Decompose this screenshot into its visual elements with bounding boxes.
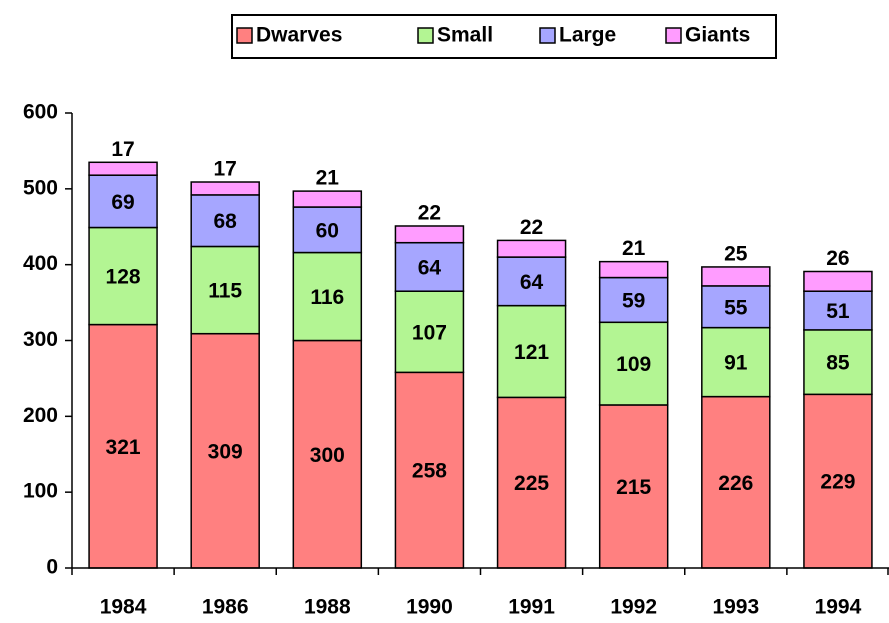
y-tick-label: 600 bbox=[23, 101, 58, 124]
bar-segment bbox=[190, 181, 260, 196]
y-tick-label: 300 bbox=[23, 328, 58, 351]
bar-segment bbox=[88, 161, 158, 176]
data-label: 321 bbox=[106, 436, 141, 459]
data-label: 309 bbox=[208, 440, 243, 463]
data-label: 64 bbox=[418, 256, 442, 279]
bar-segment bbox=[803, 393, 873, 569]
data-label: 115 bbox=[208, 280, 242, 303]
bar-segment bbox=[292, 206, 363, 254]
data-label: 21 bbox=[316, 167, 340, 190]
bar-segment bbox=[803, 329, 873, 396]
x-tick-label: 1988 bbox=[304, 596, 351, 619]
data-label: 22 bbox=[520, 216, 543, 239]
legend-swatch bbox=[236, 27, 253, 44]
data-label: 300 bbox=[310, 444, 345, 467]
bar-segment bbox=[190, 332, 260, 569]
bar-segment bbox=[803, 270, 873, 292]
x-tick-label: 1991 bbox=[508, 596, 555, 619]
data-label: 59 bbox=[622, 289, 645, 312]
bar-segment bbox=[598, 260, 669, 279]
bar-segment bbox=[598, 404, 669, 569]
data-label: 22 bbox=[418, 202, 441, 225]
y-tick-label: 100 bbox=[23, 480, 58, 503]
data-label: 121 bbox=[514, 341, 549, 364]
data-label: 109 bbox=[616, 353, 651, 376]
bar-segment bbox=[394, 371, 465, 569]
y-tick-label: 200 bbox=[23, 404, 58, 427]
bar-segment bbox=[496, 239, 567, 258]
data-label: 21 bbox=[622, 237, 646, 260]
legend-box bbox=[231, 14, 777, 59]
data-label: 116 bbox=[310, 286, 344, 309]
data-label: 51 bbox=[826, 300, 850, 323]
x-tick-label: 1993 bbox=[712, 596, 759, 619]
bar-segment bbox=[598, 321, 669, 406]
data-label: 64 bbox=[520, 271, 544, 294]
legend-swatch bbox=[539, 27, 556, 44]
data-label: 55 bbox=[724, 296, 748, 319]
data-label: 107 bbox=[412, 321, 447, 344]
y-tick-label: 500 bbox=[23, 176, 58, 199]
x-tick-label: 1984 bbox=[100, 596, 147, 619]
x-tick-label: 1992 bbox=[610, 596, 657, 619]
y-tick-label: 0 bbox=[46, 556, 58, 579]
legend-swatch bbox=[417, 27, 434, 44]
data-label: 17 bbox=[111, 138, 134, 161]
bar-segment bbox=[394, 241, 465, 292]
x-tick-label: 1990 bbox=[406, 596, 453, 619]
legend-label: Small bbox=[437, 24, 493, 47]
data-label: 17 bbox=[214, 158, 237, 181]
bar-segment bbox=[803, 290, 873, 331]
data-label: 26 bbox=[826, 247, 849, 270]
x-tick-label: 1986 bbox=[202, 596, 249, 619]
bar-segment bbox=[88, 323, 158, 569]
data-label: 226 bbox=[718, 472, 753, 495]
x-tick-label: 1994 bbox=[815, 596, 862, 619]
legend-label: Giants bbox=[685, 24, 750, 47]
bar-segment bbox=[701, 395, 771, 569]
bar-segment bbox=[292, 339, 363, 569]
data-label: 60 bbox=[316, 219, 339, 242]
data-label: 128 bbox=[106, 266, 141, 289]
bar-segment bbox=[292, 190, 363, 208]
data-label: 68 bbox=[214, 210, 238, 233]
bar-segment bbox=[88, 226, 158, 326]
y-tick-label: 400 bbox=[23, 252, 58, 275]
data-label: 85 bbox=[826, 352, 850, 375]
data-label: 229 bbox=[820, 471, 855, 494]
data-label: 258 bbox=[412, 460, 447, 483]
data-label: 69 bbox=[111, 191, 134, 214]
bar-segment bbox=[701, 266, 771, 287]
data-label: 91 bbox=[724, 352, 748, 375]
bar-segment bbox=[701, 326, 771, 398]
bar-segment bbox=[394, 225, 465, 244]
data-label: 25 bbox=[724, 242, 748, 265]
legend-label: Large bbox=[559, 24, 616, 47]
bar-segment bbox=[292, 251, 363, 342]
data-label: 225 bbox=[514, 472, 549, 495]
legend-swatch bbox=[665, 27, 682, 44]
data-label: 215 bbox=[616, 476, 651, 499]
legend-label: Dwarves bbox=[256, 24, 342, 47]
bar-segment bbox=[394, 290, 465, 374]
